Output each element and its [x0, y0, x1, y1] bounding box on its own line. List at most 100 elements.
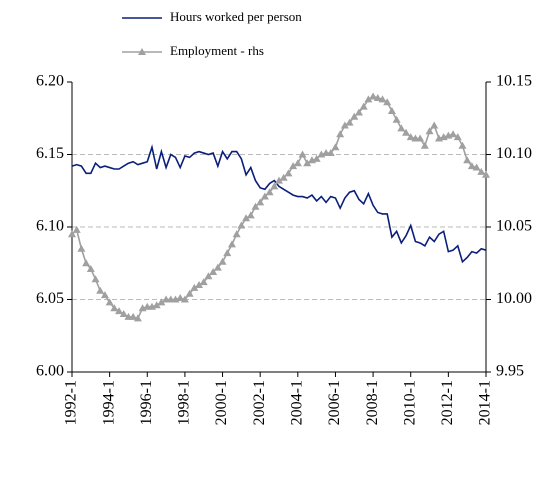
point-marker [91, 275, 100, 283]
series-line [71, 95, 487, 320]
point-marker [265, 188, 274, 196]
point-marker [369, 92, 378, 100]
point-marker [176, 294, 185, 302]
y2-tick-label: 9.95 [496, 363, 524, 380]
point-marker [218, 257, 227, 265]
point-marker [430, 121, 439, 129]
point-marker [180, 295, 189, 303]
point-marker [345, 118, 354, 126]
point-marker [195, 281, 204, 288]
y2-tick-label: 10.10 [496, 145, 532, 162]
point-marker [204, 272, 213, 280]
x-tick-label: 2004-1 [288, 380, 305, 425]
point-marker [77, 244, 86, 252]
x-tick-label: 2006-1 [326, 380, 343, 425]
point-marker [420, 141, 429, 149]
point-marker [350, 112, 359, 120]
y-tick-label: 6.15 [36, 145, 64, 162]
point-marker [209, 267, 218, 275]
point-marker [237, 221, 246, 229]
x-tick-label: 1994-1 [100, 380, 117, 425]
point-marker [312, 154, 321, 162]
point-marker [105, 298, 114, 306]
point-marker [406, 133, 415, 141]
point-marker [336, 130, 345, 138]
point-marker [152, 301, 161, 309]
point-marker [96, 286, 105, 294]
point-marker [68, 230, 76, 238]
point-marker [392, 115, 401, 123]
point-marker [425, 127, 434, 135]
point-marker [449, 130, 458, 138]
x-tick-label: 2010-1 [401, 380, 418, 425]
point-marker [331, 143, 340, 151]
point-marker [256, 198, 265, 206]
point-marker [86, 265, 95, 273]
point-marker [251, 202, 260, 210]
point-marker [133, 314, 142, 322]
point-marker [157, 298, 166, 306]
point-marker [199, 278, 208, 286]
point-marker [223, 249, 232, 257]
y-tick-label: 6.20 [36, 73, 64, 90]
point-marker [72, 225, 81, 233]
point-marker [472, 163, 481, 171]
point-marker [397, 124, 406, 132]
point-marker [467, 162, 476, 170]
point-marker [275, 176, 283, 184]
point-marker [354, 108, 363, 116]
point-marker [129, 312, 138, 320]
point-marker [213, 263, 222, 271]
point-marker [364, 95, 373, 103]
point-marker [482, 170, 490, 178]
x-tick-label: 2012-1 [439, 380, 456, 425]
point-marker [326, 149, 335, 157]
point-marker [463, 156, 472, 164]
point-marker [298, 150, 307, 158]
point-marker [416, 134, 425, 142]
x-tick-label: 1998-1 [176, 380, 193, 425]
point-marker [373, 93, 382, 101]
point-marker [289, 162, 298, 170]
point-marker [387, 107, 396, 114]
point-marker [293, 159, 302, 167]
point-marker [115, 307, 124, 315]
point-marker [119, 310, 128, 317]
point-marker [279, 173, 288, 181]
point-marker [270, 182, 279, 190]
point-marker [242, 214, 251, 222]
point-marker [190, 283, 199, 291]
x-tick-label: 2000-1 [213, 380, 230, 425]
point-marker [227, 240, 236, 248]
y-tick-label: 6.00 [36, 363, 64, 380]
y-tick-label: 6.05 [36, 290, 64, 307]
x-tick-label: 1992-1 [63, 380, 80, 425]
point-marker [453, 133, 462, 141]
series-line [71, 144, 487, 264]
y2-tick-label: 10.05 [496, 218, 532, 235]
point-marker [100, 291, 109, 299]
point-marker [303, 159, 312, 167]
point-marker [246, 211, 255, 219]
point-marker [402, 128, 411, 136]
point-marker [458, 141, 467, 149]
point-marker [284, 169, 293, 177]
point-marker [110, 304, 119, 312]
point-marker [82, 259, 91, 267]
x-tick-label: 2008-1 [364, 380, 381, 425]
legend-label: Hours worked per person [170, 9, 302, 24]
point-marker [185, 289, 194, 297]
x-tick-label: 2014-1 [477, 380, 494, 425]
point-marker [477, 167, 486, 175]
legend-marker [138, 48, 146, 55]
x-tick-label: 2002-1 [251, 380, 268, 425]
y-tick-label: 6.10 [36, 218, 64, 235]
y2-tick-label: 10.00 [496, 290, 532, 307]
point-marker [260, 192, 269, 200]
point-marker [383, 98, 392, 106]
point-marker [232, 230, 241, 238]
point-marker [359, 102, 368, 110]
legend-label: Employment - rhs [170, 43, 264, 58]
y2-tick-label: 10.15 [496, 73, 532, 90]
